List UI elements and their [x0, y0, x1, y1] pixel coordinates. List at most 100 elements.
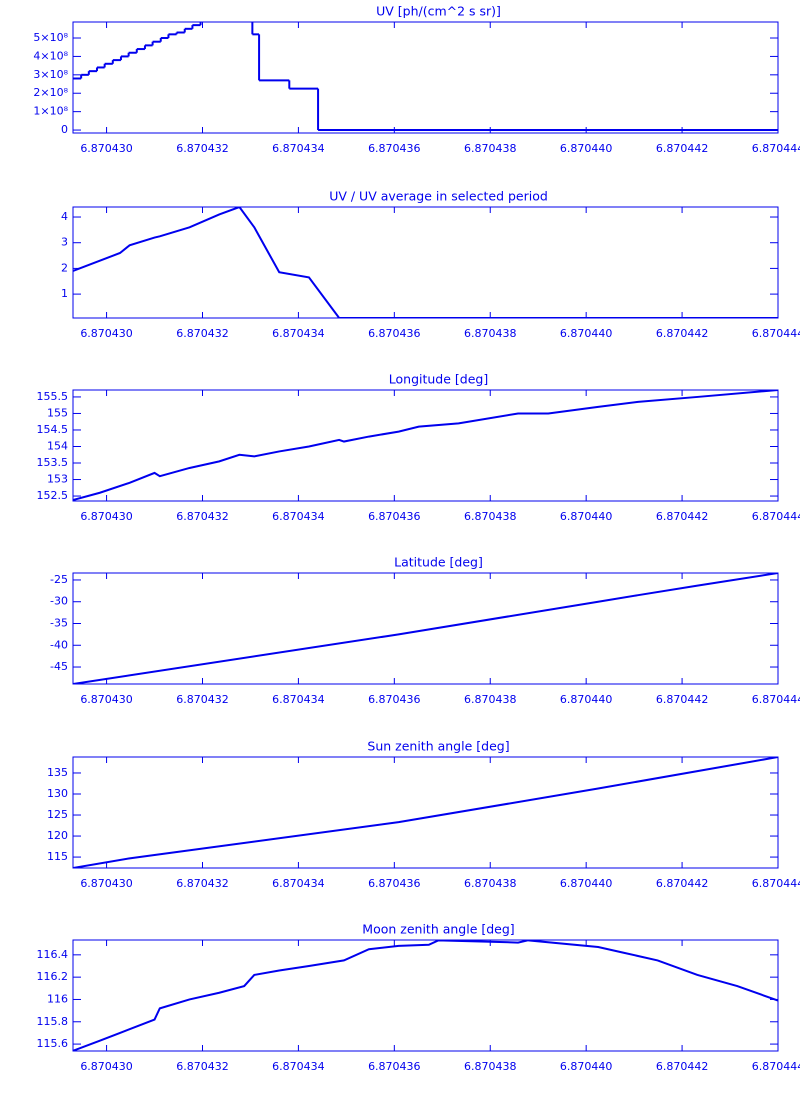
y-tick-label: 152.5: [37, 489, 69, 502]
y-tick-label: 154.5: [37, 423, 69, 436]
data-layer: [73, 390, 778, 501]
y-tick-label: -30: [50, 595, 68, 608]
line: [73, 573, 778, 684]
x-tick-label: 6.870436: [368, 142, 421, 155]
panel: UV / UV average in selected period 6.8704…: [61, 189, 800, 341]
panel: Sun zenith angle [deg] 6.870430 6.870432 6.…: [47, 739, 800, 891]
y-tick-label: 4×10⁸: [33, 49, 68, 62]
x-tick-label: 6.870432: [176, 1060, 229, 1073]
x-tick-label: 6.870434: [272, 1060, 325, 1073]
x-tick-label: 6.870436: [368, 877, 421, 890]
x-tick-label: 6.870440: [560, 327, 613, 340]
y-tick-label: 2: [61, 261, 68, 274]
plot-frame: [72, 21, 779, 134]
x-tick-label: 6.870440: [560, 1060, 613, 1073]
x-tick-label: 6.870430: [80, 142, 133, 155]
y-tick-label: 116: [47, 992, 68, 1005]
x-tick-label: 6.870440: [560, 142, 613, 155]
data-layer: [73, 207, 778, 318]
y-tick-label: 115.8: [37, 1015, 69, 1028]
plot-frame: [72, 939, 779, 1052]
x-tick-label: 6.870432: [176, 142, 229, 155]
y-tick-label: 153.5: [37, 456, 69, 469]
x-tick-label: 6.870444: [752, 510, 800, 523]
y-tick-label: -25: [50, 573, 68, 586]
x-tick-label: 6.870430: [80, 1060, 133, 1073]
chart-title: Longitude [deg]: [389, 372, 488, 387]
x-tick-label: 6.870434: [272, 510, 325, 523]
x-tick-label: 6.870440: [560, 877, 613, 890]
x-tick-label: 6.870444: [752, 877, 800, 890]
x-tick-label: 6.870442: [656, 510, 709, 523]
x-tick-label: 6.870436: [368, 1060, 421, 1073]
x-tick-label: 6.870442: [656, 1060, 709, 1073]
plot-frame: [72, 206, 779, 319]
x-tick-label: 6.870444: [752, 142, 800, 155]
x-tick-label: 6.870436: [368, 510, 421, 523]
y-tick-label: 3: [61, 236, 68, 249]
y-tick-label: 135: [47, 766, 68, 779]
x-tick-label: 6.870442: [656, 693, 709, 706]
x-tick-label: 6.870438: [464, 142, 517, 155]
chart-title: Latitude [deg]: [394, 555, 483, 570]
plot-frame: [72, 756, 779, 869]
x-tick-label: 6.870434: [272, 693, 325, 706]
y-tick-label: 4: [61, 210, 68, 223]
y-tick-label: 115.6: [37, 1037, 69, 1050]
line: [73, 940, 778, 1051]
panel: Longitude [deg] 6.870430 6.870432 6.870434 6…: [37, 372, 800, 524]
x-tick-label: 6.870432: [176, 510, 229, 523]
x-tick-label: 6.870438: [464, 1060, 517, 1073]
data-layer: [73, 22, 778, 132]
x-tick-label: 6.870444: [752, 693, 800, 706]
x-tick-label: 6.870434: [272, 327, 325, 340]
x-tick-label: 6.870438: [464, 510, 517, 523]
y-tick-label: -45: [50, 660, 68, 673]
y-tick-label: 125: [47, 808, 68, 821]
chart-title: Sun zenith angle [deg]: [367, 739, 509, 754]
y-tick-label: 115: [47, 850, 68, 863]
y-tick-label: 120: [47, 829, 68, 842]
x-tick-label: 6.870430: [80, 693, 133, 706]
x-tick-label: 6.870436: [368, 327, 421, 340]
plot-frame: [72, 389, 779, 502]
data-layer: [73, 573, 778, 684]
chart-title: Moon zenith angle [deg]: [362, 922, 514, 937]
y-tick-label: -35: [50, 616, 68, 629]
x-tick-label: 6.870440: [560, 510, 613, 523]
x-tick-label: 6.870434: [272, 142, 325, 155]
x-tick-label: 6.870444: [752, 327, 800, 340]
panel: UV [ph/(cm^2 s sr)] 6.870430 6.870432 6.870…: [33, 4, 800, 156]
line: [73, 757, 778, 868]
y-tick-label: 1: [61, 287, 68, 300]
x-tick-label: 6.870436: [368, 693, 421, 706]
y-tick-label: 5×10⁸: [33, 31, 68, 44]
chart-title: UV [ph/(cm^2 s sr)]: [376, 4, 501, 19]
y-tick-label: -40: [50, 638, 68, 651]
y-tick-label: 116.4: [37, 948, 69, 961]
y-tick-label: 0: [61, 123, 68, 136]
y-tick-label: 130: [47, 787, 68, 800]
panel: Latitude [deg] 6.870430 6.870432 6.870434 6.…: [50, 555, 800, 707]
y-tick-label: 3×10⁸: [33, 68, 68, 81]
x-tick-label: 6.870430: [80, 510, 133, 523]
x-tick-label: 6.870442: [656, 142, 709, 155]
x-tick-label: 6.870442: [656, 877, 709, 890]
panel: Moon zenith angle [deg] 6.870430 6.870432 6…: [37, 922, 800, 1074]
x-tick-label: 6.870438: [464, 877, 517, 890]
y-tick-label: 155: [47, 406, 68, 419]
x-tick-label: 6.870442: [656, 327, 709, 340]
data-layer: [73, 940, 778, 1051]
y-tick-label: 116.2: [37, 970, 69, 983]
line: [73, 390, 778, 501]
x-tick-label: 6.870432: [176, 877, 229, 890]
plot-frame: [72, 572, 779, 685]
x-tick-label: 6.870438: [464, 327, 517, 340]
y-tick-label: 153: [47, 473, 68, 486]
y-tick-label: 2×10⁸: [33, 86, 68, 99]
data-layer: [73, 757, 778, 868]
line: [73, 207, 778, 318]
x-tick-label: 6.870430: [80, 327, 133, 340]
x-tick-label: 6.870434: [272, 877, 325, 890]
